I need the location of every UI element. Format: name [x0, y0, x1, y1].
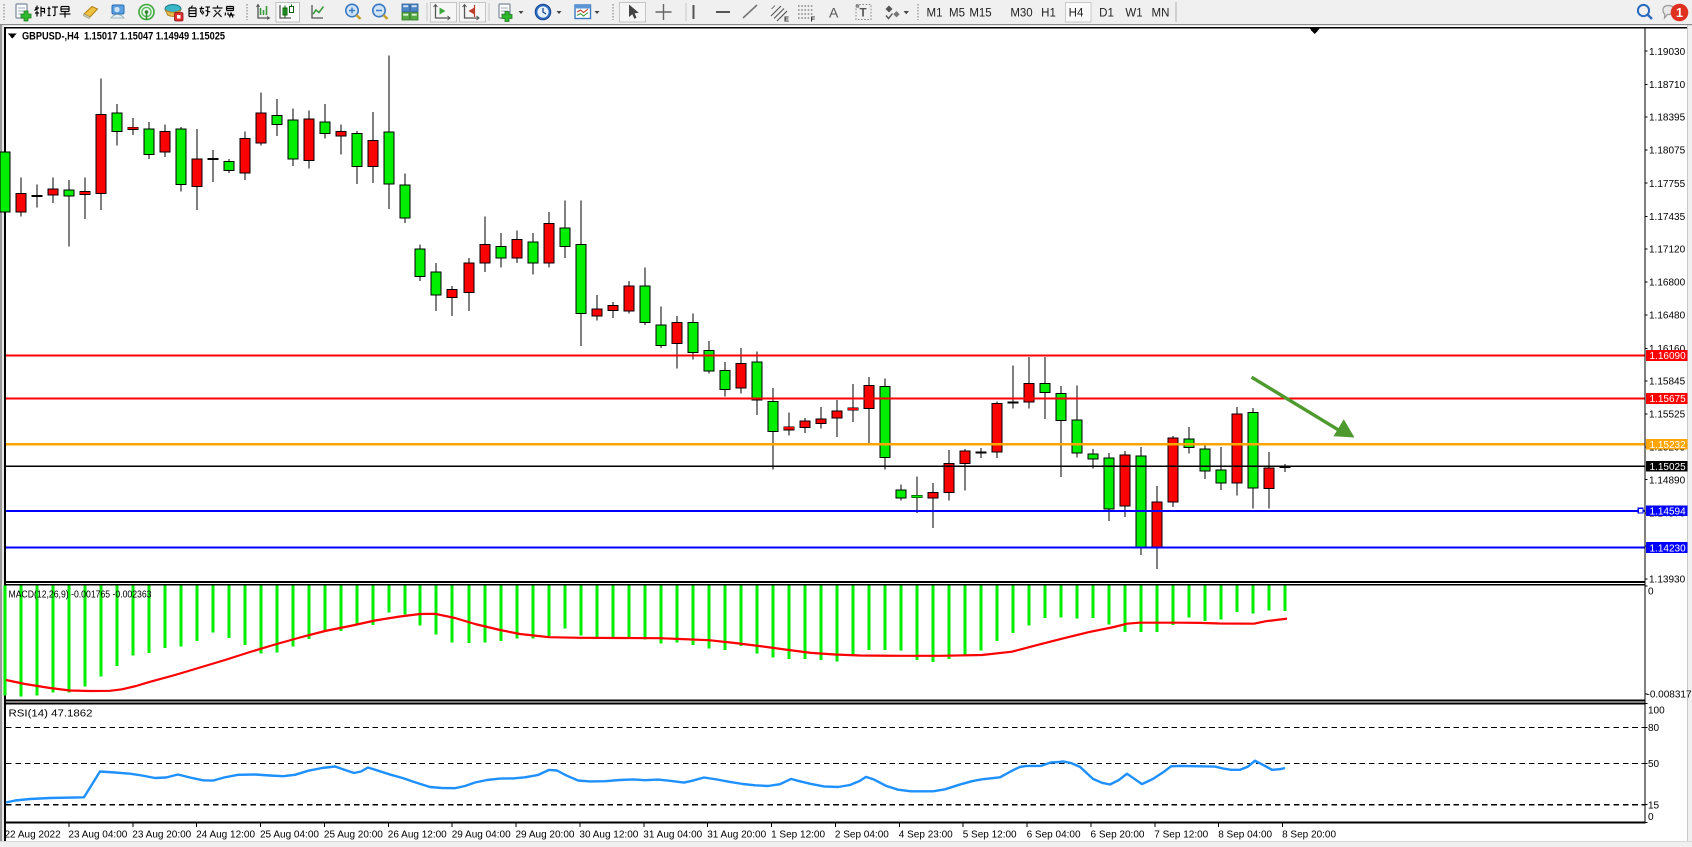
svg-text:1.13930: 1.13930: [1649, 575, 1686, 586]
svg-text:31 Aug 04:00: 31 Aug 04:00: [643, 830, 702, 841]
svg-text:15: 15: [1648, 800, 1660, 811]
svg-text:26 Aug 12:00: 26 Aug 12:00: [388, 830, 447, 841]
svg-text:4 Sep 23:00: 4 Sep 23:00: [899, 830, 953, 841]
svg-text:1.16160: 1.16160: [1649, 344, 1686, 355]
svg-text:GBPUSD-,H4 1.15017 1.15047 1.: GBPUSD-,H4 1.15017 1.15047 1.14949 1.150…: [22, 30, 225, 42]
svg-text:23 Aug 04:00: 23 Aug 04:00: [68, 830, 127, 841]
svg-text:M15: M15: [969, 8, 991, 20]
svg-text:1.15232: 1.15232: [1650, 440, 1687, 451]
svg-text:1.17435: 1.17435: [1649, 212, 1686, 223]
svg-text:1: 1: [1676, 6, 1683, 20]
svg-text:50: 50: [1648, 759, 1660, 770]
svg-text:6 Sep 20:00: 6 Sep 20:00: [1091, 830, 1145, 841]
svg-text:25 Aug 20:00: 25 Aug 20:00: [324, 830, 383, 841]
svg-text:8 Sep 20:00: 8 Sep 20:00: [1282, 830, 1336, 841]
svg-text:23 Aug 20:00: 23 Aug 20:00: [132, 830, 191, 841]
svg-text:T: T: [860, 8, 867, 20]
svg-text:0: 0: [1648, 812, 1654, 823]
svg-text:A: A: [829, 5, 839, 21]
svg-text:30 Aug 12:00: 30 Aug 12:00: [579, 830, 638, 841]
svg-text:RSI(14) 47.1862: RSI(14) 47.1862: [9, 709, 93, 720]
svg-text:1.15025: 1.15025: [1650, 462, 1687, 473]
svg-text:5 Sep 12:00: 5 Sep 12:00: [963, 830, 1017, 841]
svg-text:1.14230: 1.14230: [1650, 543, 1687, 554]
svg-text:1.14594: 1.14594: [1650, 507, 1687, 518]
svg-text:24 Aug 12:00: 24 Aug 12:00: [196, 830, 255, 841]
svg-text:1.15525: 1.15525: [1649, 410, 1686, 421]
svg-text:2 Sep 04:00: 2 Sep 04:00: [835, 830, 889, 841]
svg-text:H1: H1: [1041, 8, 1056, 20]
svg-text:1.15845: 1.15845: [1649, 377, 1686, 388]
svg-text:H4: H4: [1069, 8, 1084, 20]
svg-text:1.16090: 1.16090: [1650, 351, 1687, 362]
svg-text:31 Aug 20:00: 31 Aug 20:00: [707, 830, 766, 841]
svg-text:25 Aug 04:00: 25 Aug 04:00: [260, 830, 319, 841]
svg-text:1.19030: 1.19030: [1649, 47, 1686, 58]
svg-text:E: E: [784, 15, 789, 24]
svg-text:7 Sep 12:00: 7 Sep 12:00: [1154, 830, 1208, 841]
svg-text:1.15675: 1.15675: [1650, 394, 1687, 405]
svg-text:22 Aug 2022: 22 Aug 2022: [5, 830, 62, 841]
svg-text:D1: D1: [1099, 8, 1114, 20]
svg-text:W1: W1: [1125, 8, 1142, 20]
svg-text:1.16800: 1.16800: [1649, 278, 1686, 289]
svg-text:80: 80: [1648, 723, 1660, 734]
svg-text:8 Sep 04:00: 8 Sep 04:00: [1218, 830, 1272, 841]
svg-text:6 Sep 04:00: 6 Sep 04:00: [1027, 830, 1081, 841]
svg-text:1.14890: 1.14890: [1649, 475, 1686, 486]
svg-text:M30: M30: [1010, 8, 1032, 20]
svg-text:1.18395: 1.18395: [1649, 113, 1686, 124]
svg-text:MN: MN: [1152, 8, 1170, 20]
svg-text:1.17755: 1.17755: [1649, 179, 1686, 190]
svg-text:1 Sep 12:00: 1 Sep 12:00: [771, 830, 825, 841]
svg-text:29 Aug 20:00: 29 Aug 20:00: [516, 830, 575, 841]
svg-text:1.17120: 1.17120: [1649, 245, 1686, 256]
svg-text:29 Aug 04:00: 29 Aug 04:00: [452, 830, 511, 841]
svg-text:MACD(12,26,9) -0.001765 -0.002: MACD(12,26,9) -0.001765 -0.002363: [9, 590, 152, 601]
svg-text:0: 0: [1648, 587, 1654, 598]
svg-text:100: 100: [1648, 706, 1665, 717]
svg-text:M5: M5: [949, 8, 965, 20]
svg-text:1.16480: 1.16480: [1649, 311, 1686, 322]
svg-text:-0.008317: -0.008317: [1647, 690, 1692, 701]
svg-text:1.18710: 1.18710: [1649, 80, 1686, 91]
svg-text:F: F: [811, 15, 816, 24]
svg-text:1.18075: 1.18075: [1649, 146, 1686, 157]
svg-text:M1: M1: [927, 8, 943, 20]
